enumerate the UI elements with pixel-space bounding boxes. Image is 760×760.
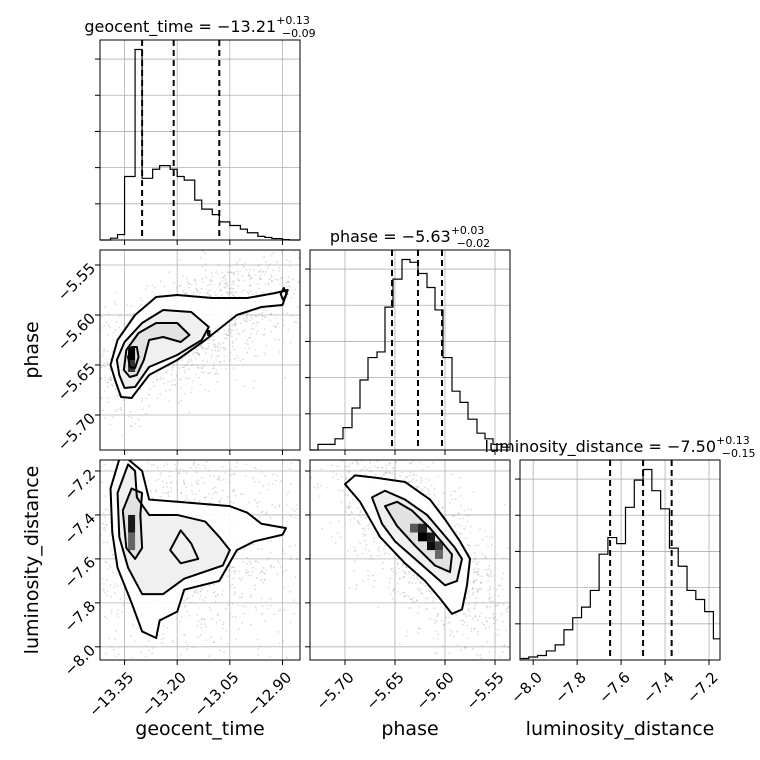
x-axis-label-luminosity_distance: luminosity_distance: [526, 718, 715, 740]
x-tick-label: −5.65: [362, 668, 407, 713]
x-tick-label: −5.55: [462, 668, 507, 713]
title-phase: phase = −5.63+0.03 −0.02: [330, 224, 490, 250]
contour-line: [109, 460, 287, 640]
y-tick-label: −5.65: [54, 359, 99, 404]
histogram-step-phase: [310, 258, 510, 451]
contour-line: [121, 487, 144, 560]
title-prefix: geocent_time = −13.21: [84, 17, 276, 37]
hist-frame: [99, 39, 301, 241]
title-lower: −0.15: [722, 447, 756, 460]
contour-line: [207, 330, 211, 336]
y-axis-label-phase: phase: [21, 321, 43, 378]
title-prefix: luminosity_distance = −7.50: [485, 437, 716, 457]
contour-line: [122, 322, 191, 378]
density-cell: [427, 532, 435, 542]
hist-panel-geocent_time: [95, 39, 301, 241]
panel-frame: [309, 459, 511, 661]
x-axis-label-geocent_time: geocent_time: [135, 718, 264, 740]
contour-line: [344, 474, 471, 615]
panel-content: [310, 460, 510, 660]
x-tick-label: −7.2: [683, 668, 721, 706]
density-cell: [128, 514, 136, 533]
y-tick-label: −7.4: [61, 509, 99, 547]
density-cell: [128, 532, 136, 551]
density-cell: [128, 347, 136, 360]
density-cell: [128, 360, 136, 372]
histogram-step-geocent_time: [100, 48, 300, 241]
x-tick-label: −7.4: [639, 668, 677, 706]
contour-fill-mid: [117, 464, 230, 595]
density-cell: [418, 523, 427, 533]
scatter-panel-geocent_time-phase: [99, 249, 301, 451]
title-upper: +0.03: [451, 224, 485, 237]
title-prefix: phase = −5.63: [330, 227, 451, 246]
title-lower: −0.09: [282, 27, 316, 40]
title-geocent_time: geocent_time = −13.21+0.13 −0.09: [84, 14, 315, 40]
y-tick-label: −7.8: [61, 597, 99, 635]
hist-frame: [519, 459, 721, 661]
x-tick-label: −13.35: [85, 668, 137, 720]
contour-fill-inner: [123, 323, 190, 377]
x-tick-label: −5.70: [312, 668, 357, 713]
density-cell: [435, 550, 443, 559]
y-tick-label: −7.2: [61, 465, 99, 503]
density-cell: [435, 541, 443, 551]
title-upper: +0.13: [276, 14, 310, 27]
contour-line: [115, 309, 210, 389]
y-tick-label: −5.70: [54, 409, 99, 454]
x-tick-label: −13.20: [138, 668, 190, 720]
histogram-step-luminosity_distance: [520, 468, 720, 660]
title-upper: +0.13: [716, 434, 750, 447]
contour-line: [384, 500, 453, 574]
panel-content: [100, 250, 300, 450]
density-cell: [427, 541, 435, 551]
contour-line: [109, 289, 289, 399]
x-tick-label: −12.90: [243, 668, 295, 720]
title-lower: −0.02: [456, 237, 490, 250]
panel-frame: [99, 459, 301, 661]
y-tick-label: −5.60: [54, 309, 99, 354]
x-tick-label: −7.6: [595, 668, 633, 706]
scatter-panel-phase-luminosity_distance: [309, 459, 511, 661]
hist-frame: [309, 249, 511, 451]
contour-line: [116, 463, 231, 596]
density-cell: [418, 532, 427, 542]
y-tick-label: −5.55: [54, 259, 99, 304]
density-cell: [410, 523, 418, 533]
hist-panel-luminosity_distance: [515, 459, 721, 661]
panel-content: [100, 460, 300, 660]
contour-line: [371, 489, 463, 587]
y-axis-label-luminosity_distance: luminosity_distance: [21, 466, 43, 655]
contour-line: [169, 529, 200, 565]
hist-panel-phase: [305, 249, 511, 451]
title-luminosity_distance: luminosity_distance = −7.50+0.13 −0.15: [485, 434, 756, 460]
scatter-panel-geocent_time-luminosity_distance: [99, 459, 301, 661]
panel-frame: [99, 249, 301, 451]
x-axis-label-phase: phase: [381, 718, 438, 740]
contour-line: [279, 287, 288, 301]
y-tick-label: −8.0: [61, 641, 99, 679]
contour-line: [127, 346, 140, 369]
x-tick-label: −8.0: [507, 668, 545, 706]
x-tick-label: −13.05: [191, 668, 243, 720]
y-tick-label: −7.6: [61, 553, 99, 591]
x-tick-label: −5.60: [412, 668, 457, 713]
x-tick-label: −7.8: [551, 668, 589, 706]
